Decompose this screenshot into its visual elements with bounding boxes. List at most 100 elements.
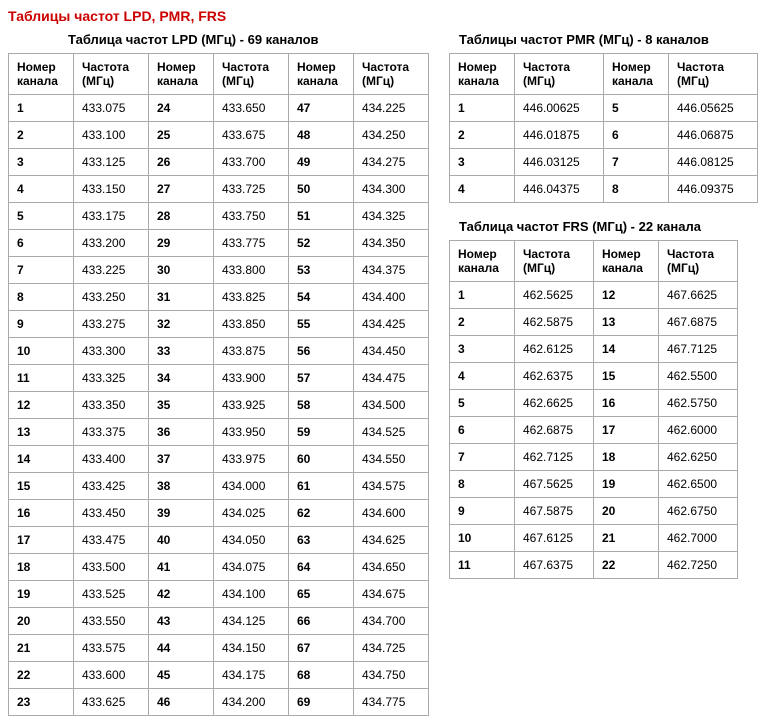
frequency-cell: 433.525 (74, 581, 149, 608)
table-row: 17433.47540434.05063434.625 (9, 527, 429, 554)
table-row: 3433.12526433.70049434.275 (9, 149, 429, 176)
channel-cell: 8 (9, 284, 74, 311)
channel-cell: 23 (9, 689, 74, 716)
frequency-cell: 433.375 (74, 419, 149, 446)
table-row: 1433.07524433.65047434.225 (9, 95, 429, 122)
frequency-cell: 434.150 (214, 635, 289, 662)
frequency-cell: 433.550 (74, 608, 149, 635)
channel-cell: 28 (149, 203, 214, 230)
lpd-header-row: Номер канала Частота (МГц) Номер канала … (9, 54, 429, 95)
channel-cell: 4 (450, 363, 515, 390)
channel-cell: 9 (450, 498, 515, 525)
table-row: 11467.637522462.7250 (450, 552, 738, 579)
channel-cell: 20 (594, 498, 659, 525)
channel-cell: 12 (9, 392, 74, 419)
channel-cell: 15 (594, 363, 659, 390)
frequency-cell: 434.375 (354, 257, 429, 284)
channel-cell: 27 (149, 176, 214, 203)
frequency-cell: 433.200 (74, 230, 149, 257)
frequency-cell: 434.750 (354, 662, 429, 689)
frequency-cell: 446.00625 (515, 95, 604, 122)
channel-cell: 41 (149, 554, 214, 581)
channel-cell: 64 (289, 554, 354, 581)
frequency-cell: 433.500 (74, 554, 149, 581)
frequency-cell: 434.225 (354, 95, 429, 122)
table-row: 1446.006255446.05625 (450, 95, 758, 122)
frequency-cell: 446.06875 (669, 122, 758, 149)
frequency-cell: 462.6750 (659, 498, 738, 525)
channel-cell: 49 (289, 149, 354, 176)
col-channel: Номер канала (450, 54, 515, 95)
channel-cell: 35 (149, 392, 214, 419)
frequency-cell: 467.6375 (515, 552, 594, 579)
table-row: 3446.031257446.08125 (450, 149, 758, 176)
channel-cell: 19 (9, 581, 74, 608)
channel-cell: 21 (594, 525, 659, 552)
channel-cell: 63 (289, 527, 354, 554)
channel-cell: 61 (289, 473, 354, 500)
frequency-cell: 434.625 (354, 527, 429, 554)
channel-cell: 37 (149, 446, 214, 473)
frequency-cell: 462.6125 (515, 336, 594, 363)
table-row: 4433.15027433.72550434.300 (9, 176, 429, 203)
table-row: 14433.40037433.97560434.550 (9, 446, 429, 473)
table-row: 13433.37536433.95059434.525 (9, 419, 429, 446)
table-row: 18433.50041434.07564434.650 (9, 554, 429, 581)
table-row: 5433.17528433.75051434.325 (9, 203, 429, 230)
channel-cell: 7 (450, 444, 515, 471)
frequency-cell: 434.475 (354, 365, 429, 392)
frequency-cell: 467.6875 (659, 309, 738, 336)
table-row: 6433.20029433.77552434.350 (9, 230, 429, 257)
frequency-cell: 433.150 (74, 176, 149, 203)
channel-cell: 13 (594, 309, 659, 336)
frequency-cell: 462.6250 (659, 444, 738, 471)
channel-cell: 50 (289, 176, 354, 203)
channel-cell: 69 (289, 689, 354, 716)
channel-cell: 52 (289, 230, 354, 257)
frequency-cell: 462.7000 (659, 525, 738, 552)
frs-table: Номер канала Частота (МГц) Номер канала … (449, 240, 738, 579)
frequency-cell: 433.575 (74, 635, 149, 662)
channel-cell: 24 (149, 95, 214, 122)
channel-cell: 18 (9, 554, 74, 581)
frequency-cell: 462.6000 (659, 417, 738, 444)
channel-cell: 8 (450, 471, 515, 498)
channel-cell: 56 (289, 338, 354, 365)
frequency-cell: 434.400 (354, 284, 429, 311)
frequency-cell: 433.075 (74, 95, 149, 122)
channel-cell: 3 (9, 149, 74, 176)
table-row: 22433.60045434.17568434.750 (9, 662, 429, 689)
channel-cell: 38 (149, 473, 214, 500)
channel-cell: 17 (594, 417, 659, 444)
col-frequency: Частота (МГц) (74, 54, 149, 95)
frequency-cell: 433.725 (214, 176, 289, 203)
table-row: 1462.562512467.6625 (450, 282, 738, 309)
frequency-cell: 434.700 (354, 608, 429, 635)
frequency-cell: 433.825 (214, 284, 289, 311)
frequency-cell: 434.025 (214, 500, 289, 527)
channel-cell: 3 (450, 336, 515, 363)
frequency-cell: 433.950 (214, 419, 289, 446)
col-frequency: Частота (МГц) (354, 54, 429, 95)
frequency-cell: 434.100 (214, 581, 289, 608)
table-row: 7433.22530433.80053434.375 (9, 257, 429, 284)
frequency-cell: 462.5875 (515, 309, 594, 336)
channel-cell: 42 (149, 581, 214, 608)
channel-cell: 65 (289, 581, 354, 608)
table-row: 10433.30033433.87556434.450 (9, 338, 429, 365)
frequency-cell: 433.750 (214, 203, 289, 230)
frequency-cell: 433.675 (214, 122, 289, 149)
col-frequency: Частота (МГц) (214, 54, 289, 95)
channel-cell: 12 (594, 282, 659, 309)
frequency-cell: 433.600 (74, 662, 149, 689)
table-row: 5462.662516462.5750 (450, 390, 738, 417)
frequency-cell: 433.475 (74, 527, 149, 554)
frequency-cell: 434.325 (354, 203, 429, 230)
frequency-cell: 434.425 (354, 311, 429, 338)
frequency-cell: 433.925 (214, 392, 289, 419)
table-row: 10467.612521462.7000 (450, 525, 738, 552)
col-frequency: Частота (МГц) (669, 54, 758, 95)
frequency-cell: 434.675 (354, 581, 429, 608)
frequency-cell: 433.325 (74, 365, 149, 392)
table-row: 4446.043758446.09375 (450, 176, 758, 203)
